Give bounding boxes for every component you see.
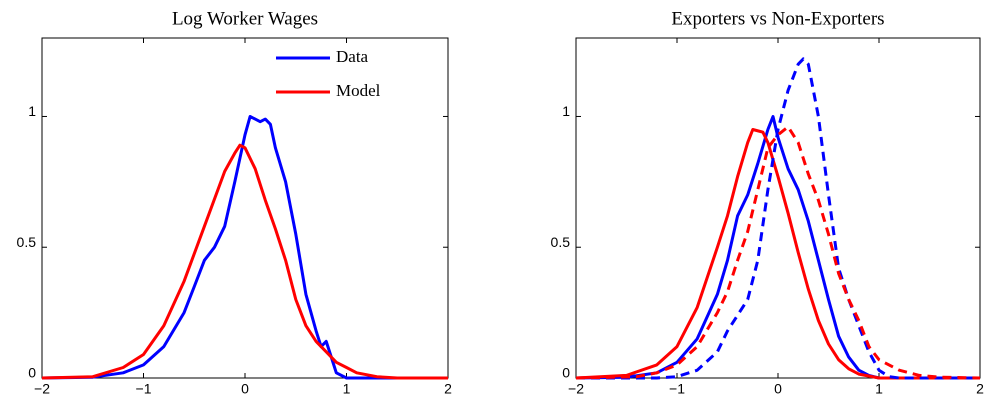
y-tick-label: 0	[562, 365, 570, 381]
x-tick-label: 0	[241, 381, 249, 397]
axes-frame	[41, 37, 449, 379]
line-series	[575, 128, 980, 380]
axes-frame	[575, 37, 981, 379]
x-tick-label: 1	[343, 381, 351, 397]
line-series	[576, 57, 980, 380]
x-tick-label: −2	[34, 381, 50, 397]
y-tick-label: 1	[562, 103, 570, 119]
line-series	[575, 115, 980, 380]
x-tick-label: 2	[444, 381, 452, 397]
x-tick-label: 2	[976, 381, 984, 397]
x-tick-label: −1	[669, 381, 685, 397]
x-tick-label: −1	[136, 381, 152, 397]
legend-label: Model	[336, 81, 381, 100]
y-tick-label: 1	[28, 103, 36, 119]
line-series	[41, 143, 448, 380]
line-series	[41, 115, 448, 380]
y-tick-label: 0.5	[551, 234, 571, 250]
x-tick-label: 0	[774, 381, 782, 397]
x-tick-label: 1	[875, 381, 883, 397]
chart-title: Log Worker Wages	[172, 8, 318, 29]
line-series	[575, 125, 981, 380]
chart-title: Exporters vs Non-Exporters	[671, 8, 884, 29]
y-tick-label: 0.5	[17, 234, 37, 250]
x-tick-label: −2	[568, 381, 584, 397]
legend-label: Data	[336, 47, 369, 66]
y-tick-label: 0	[28, 365, 36, 381]
